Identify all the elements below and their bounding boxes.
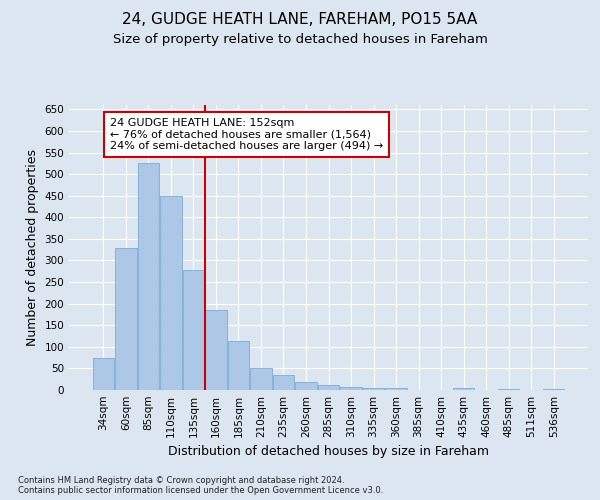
Bar [115,248,137,390]
Bar [137,164,159,390]
Bar [543,388,565,390]
Bar [340,386,362,390]
Bar [498,388,520,390]
Text: 24, GUDGE HEATH LANE, FAREHAM, PO15 5AA: 24, GUDGE HEATH LANE, FAREHAM, PO15 5AA [122,12,478,28]
X-axis label: Distribution of detached houses by size in Fareham: Distribution of detached houses by size … [168,446,489,458]
Text: 24 GUDGE HEATH LANE: 152sqm
← 76% of detached houses are smaller (1,564)
24% of : 24 GUDGE HEATH LANE: 152sqm ← 76% of det… [110,118,383,151]
Bar [363,388,384,390]
Y-axis label: Number of detached properties: Number of detached properties [26,149,39,346]
Bar [453,388,475,390]
Bar [318,385,339,390]
Bar [182,270,204,390]
Text: Contains HM Land Registry data © Crown copyright and database right 2024.
Contai: Contains HM Land Registry data © Crown c… [18,476,383,495]
Bar [273,375,294,390]
Bar [160,196,182,390]
Bar [92,358,114,390]
Text: Size of property relative to detached houses in Fareham: Size of property relative to detached ho… [113,32,487,46]
Bar [205,310,227,390]
Bar [250,368,272,390]
Bar [295,382,317,390]
Bar [228,341,249,390]
Bar [385,388,407,390]
